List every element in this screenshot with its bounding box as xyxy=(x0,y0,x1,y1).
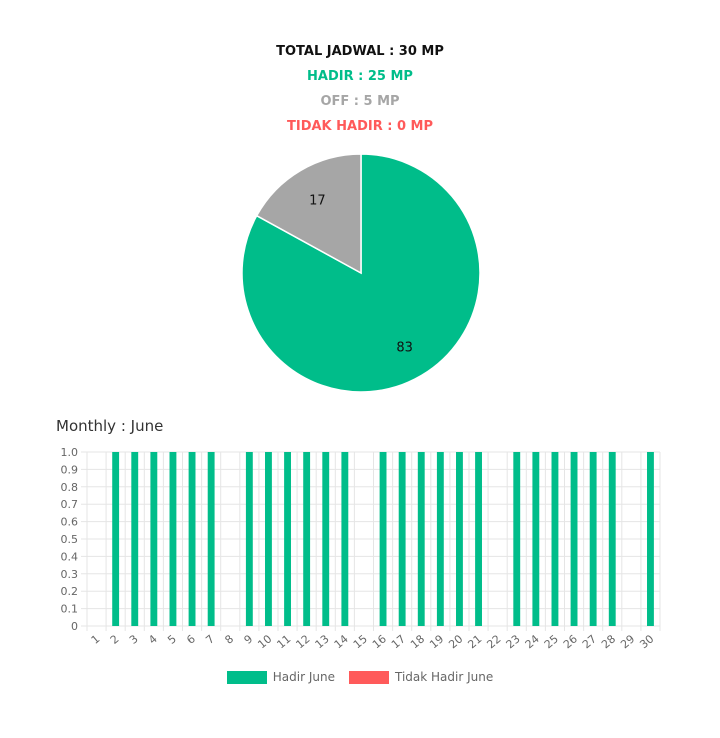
bar-hadir-25[interactable] xyxy=(551,452,559,626)
attendance-pie-chart: 83 17 xyxy=(241,153,481,393)
bar-hadir-4[interactable] xyxy=(150,452,158,626)
x-tick-label: 7 xyxy=(203,632,217,646)
x-tick-label: 11 xyxy=(274,632,293,651)
legend-label-tidak-hadir: Tidak Hadir June xyxy=(394,670,494,684)
pie-slice-label-1: 17 xyxy=(309,193,326,208)
absent-count-label: TIDAK HADIR : 0 MP xyxy=(286,119,434,134)
x-tick-label: 1 xyxy=(89,632,103,646)
x-tick-label: 4 xyxy=(146,632,160,646)
y-tick-label: 0.3 xyxy=(61,568,79,581)
bar-hadir-13[interactable] xyxy=(322,452,330,626)
x-tick-label: 29 xyxy=(618,632,637,651)
y-tick-label: 0.6 xyxy=(61,516,79,529)
legend-swatch-hadir xyxy=(226,670,267,684)
legend-swatch-tidak-hadir xyxy=(348,670,389,684)
x-tick-label: 9 xyxy=(242,632,256,646)
x-tick-label: 30 xyxy=(637,632,656,651)
y-tick-label: 1.0 xyxy=(61,446,79,459)
x-tick-label: 3 xyxy=(127,632,141,646)
present-count-label: HADIR : 25 MP xyxy=(307,69,413,84)
x-tick-label: 21 xyxy=(465,632,484,651)
x-tick-label: 18 xyxy=(408,632,427,651)
monthly-bar-chart: 00.10.20.30.40.50.60.70.80.91.01 2 3 4 5 6 7 8 9… xyxy=(61,446,661,651)
bar-hadir-16[interactable] xyxy=(379,452,387,626)
bar-hadir-24[interactable] xyxy=(532,452,540,626)
bar-hadir-28[interactable] xyxy=(608,452,616,626)
x-tick-label: 20 xyxy=(446,632,465,651)
x-tick-label: 10 xyxy=(255,632,274,651)
legend-item-tidak-hadir[interactable]: Tidak Hadir June xyxy=(348,670,494,684)
x-tick-label: 22 xyxy=(484,632,503,651)
pie-slice-label-0: 83 xyxy=(396,341,413,356)
bar-hadir-17[interactable] xyxy=(398,452,406,626)
bar-hadir-11[interactable] xyxy=(284,452,291,626)
bar-hadir-14[interactable] xyxy=(341,452,349,626)
legend-item-hadir[interactable]: Hadir June xyxy=(226,670,335,684)
bar-hadir-9[interactable] xyxy=(245,452,253,626)
x-tick-label: 13 xyxy=(313,632,332,651)
y-tick-label: 0.2 xyxy=(61,585,79,598)
x-tick-label: 17 xyxy=(389,632,408,651)
x-tick-label: 2 xyxy=(108,632,122,646)
y-tick-label: 0.4 xyxy=(61,550,79,563)
x-tick-label: 28 xyxy=(599,632,618,651)
legend-label-hadir: Hadir June xyxy=(272,670,335,684)
x-tick-label: 8 xyxy=(222,632,236,646)
bar-hadir-3[interactable] xyxy=(131,452,139,626)
monthly-chart-title: Monthly : June xyxy=(56,417,164,435)
total-schedule-label: TOTAL JADWAL : 30 MP xyxy=(276,44,444,59)
pie-slice-1[interactable] xyxy=(255,153,362,275)
bar-hadir-5[interactable] xyxy=(169,452,177,626)
x-tick-label: 19 xyxy=(427,632,446,651)
x-tick-label: 27 xyxy=(580,632,599,651)
x-tick-label: 24 xyxy=(523,632,542,651)
bar-hadir-2[interactable] xyxy=(112,452,120,626)
x-tick-label: 25 xyxy=(542,632,561,651)
bar-hadir-10[interactable] xyxy=(265,452,272,626)
x-tick-label: 12 xyxy=(293,632,312,651)
x-tick-label: 23 xyxy=(504,632,523,651)
y-tick-label: 0.7 xyxy=(61,498,79,511)
bar-hadir-20[interactable] xyxy=(456,452,463,626)
bar-hadir-21[interactable] xyxy=(475,452,482,626)
bar-hadir-7[interactable] xyxy=(207,452,215,626)
x-tick-label: 16 xyxy=(370,632,389,651)
y-tick-label: 0.9 xyxy=(61,463,79,476)
bar-hadir-18[interactable] xyxy=(417,452,425,626)
x-tick-label: 14 xyxy=(332,632,351,651)
x-tick-label: 26 xyxy=(561,632,580,651)
bar-hadir-6[interactable] xyxy=(188,452,196,626)
bar-hadir-26[interactable] xyxy=(570,452,578,626)
chart-legend: Hadir June Tidak Hadir June xyxy=(0,670,720,684)
y-tick-label: 0.8 xyxy=(61,481,79,494)
x-tick-label: 5 xyxy=(165,632,179,646)
bar-hadir-12[interactable] xyxy=(303,452,311,626)
off-count-label: OFF : 5 MP xyxy=(320,94,400,109)
bar-hadir-27[interactable] xyxy=(589,452,597,626)
y-tick-label: 0 xyxy=(71,620,78,633)
bar-hadir-23[interactable] xyxy=(513,452,521,626)
bar-hadir-30[interactable] xyxy=(647,452,654,626)
y-tick-label: 0.1 xyxy=(61,603,79,616)
bar-hadir-19[interactable] xyxy=(436,452,444,626)
x-tick-label: 15 xyxy=(351,632,370,651)
y-tick-label: 0.5 xyxy=(61,533,79,546)
x-tick-label: 6 xyxy=(184,632,198,646)
